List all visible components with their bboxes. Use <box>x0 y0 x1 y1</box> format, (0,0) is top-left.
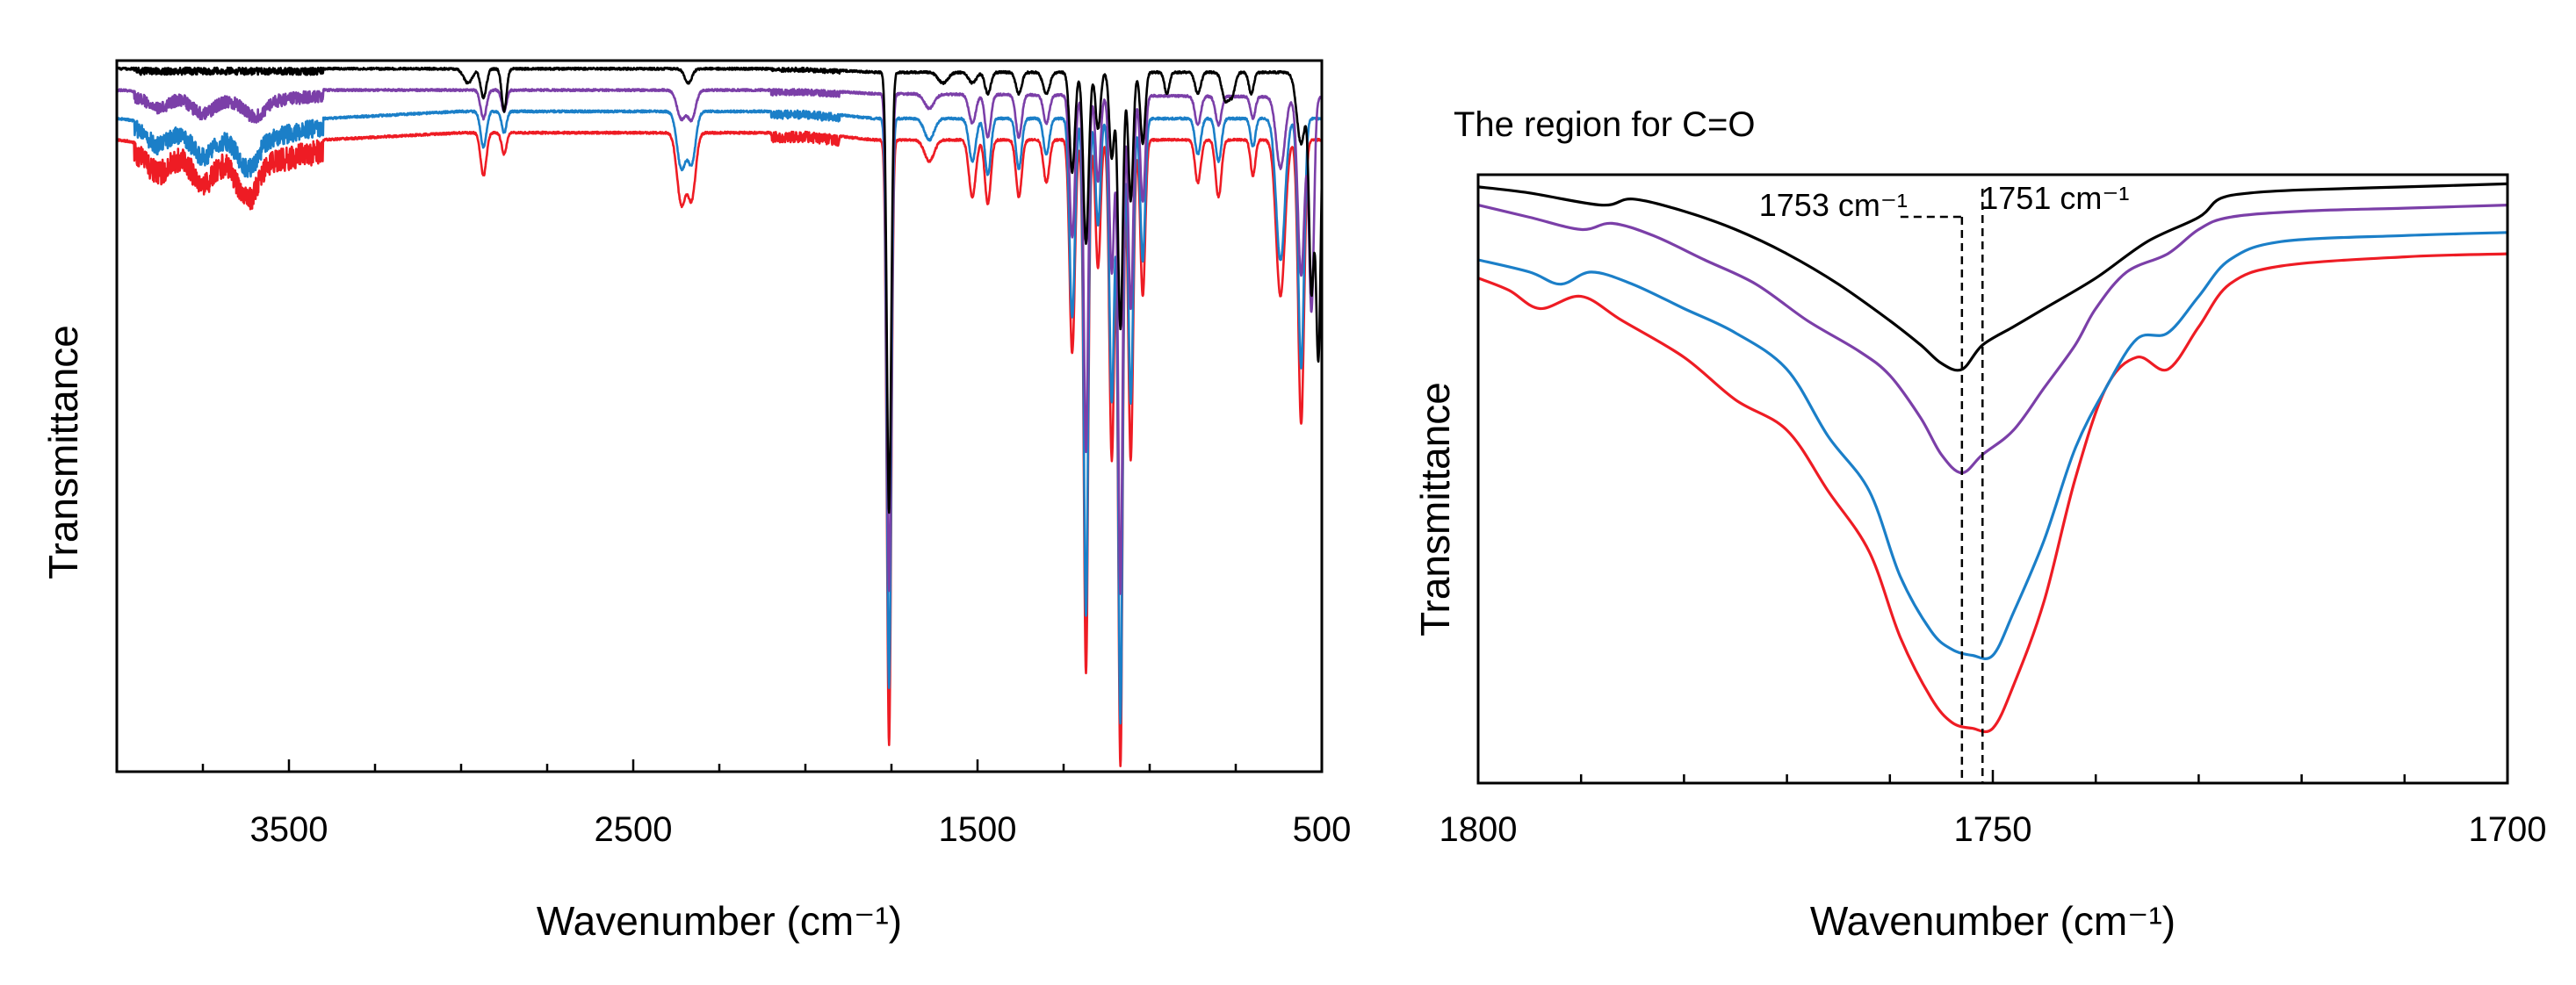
right-x-ticks: 1800 1750 1700 <box>1440 770 2547 849</box>
right-tick-label: 1750 <box>1954 810 2032 849</box>
right-series-purple <box>1477 204 2508 475</box>
left-x-ticks: 3500 2500 1500 500 <box>201 759 1352 849</box>
left-tick-label: 3500 <box>250 810 328 849</box>
right-tick-label: 1800 <box>1440 810 1518 849</box>
left-tick-label: 2500 <box>595 810 673 849</box>
right-plot-frame <box>1476 173 2509 785</box>
right-xlabel: Wavenumber (cm⁻¹) <box>1810 898 2176 944</box>
left-series-blue <box>116 109 1324 725</box>
right-series-group <box>1477 182 2508 734</box>
right-tick-label: 1700 <box>2469 810 2547 849</box>
left-series-black <box>115 66 1324 514</box>
right-annotations: 1753 cm⁻¹ 1751 cm⁻¹ <box>1759 180 2129 783</box>
left-series-red <box>115 130 1324 767</box>
left-tick-label: 1500 <box>939 810 1017 849</box>
right-panel-title: The region for C=O <box>1454 105 1756 144</box>
left-tick-label: 500 <box>1293 810 1352 849</box>
panel-carbonyl-region: The region for C=O Transmittance 1800 175… <box>1412 105 2546 944</box>
right-series-black <box>1477 182 2508 372</box>
right-series-blue <box>1477 231 2508 660</box>
right-series-red <box>1477 252 2508 734</box>
left-series-group <box>115 66 1324 767</box>
left-series-purple <box>115 88 1324 595</box>
panel-full-spectrum: Transmittance 3500 2500 1500 500 Wavenumber… <box>40 59 1352 944</box>
left-ylabel: Transmittance <box>40 325 86 579</box>
right-ylabel: Transmittance <box>1412 382 1458 636</box>
annotation-label-1753: 1753 cm⁻¹ <box>1759 187 1908 223</box>
annotation-label-1751: 1751 cm⁻¹ <box>1981 180 2129 216</box>
left-xlabel: Wavenumber (cm⁻¹) <box>537 898 902 944</box>
